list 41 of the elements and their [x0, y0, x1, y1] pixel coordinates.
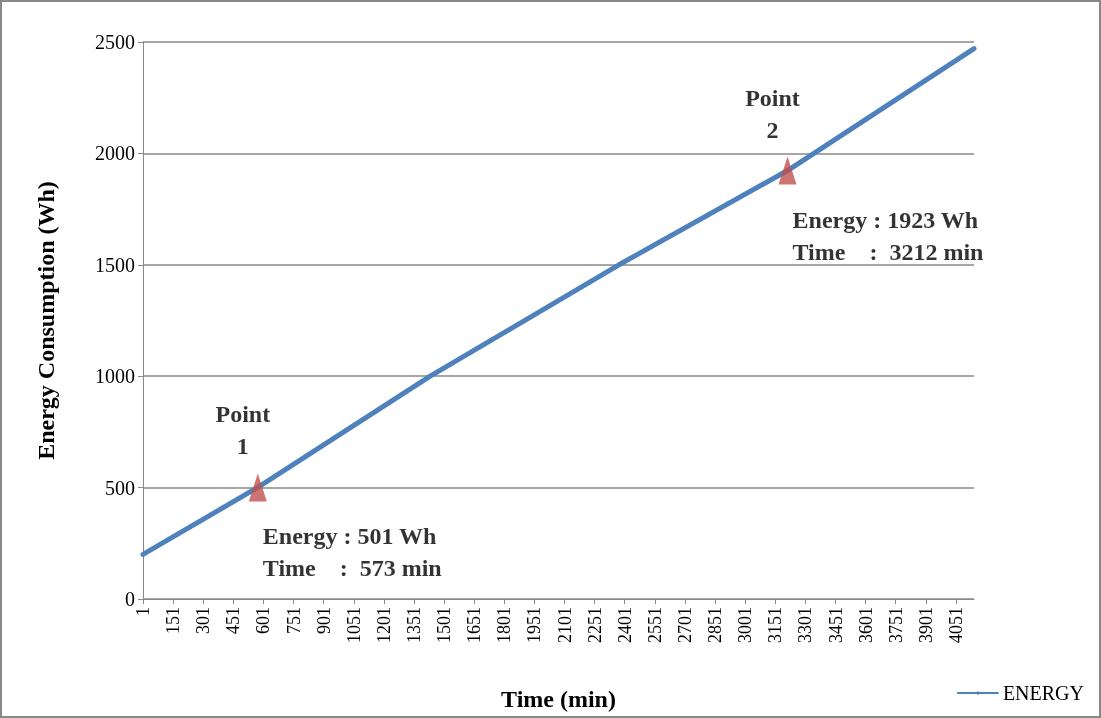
x-tick-label: 751 — [283, 607, 304, 634]
x-tick-label: 3901 — [915, 607, 936, 643]
x-tick-label: 3151 — [765, 607, 786, 643]
x-tick-label: 1801 — [494, 607, 515, 643]
y-axis-title: Energy Consumption (Wh) — [33, 181, 59, 460]
x-tick-label: 1951 — [524, 607, 545, 643]
annotation: Point 2 — [745, 84, 800, 143]
annotation: Energy : 501 Wh Time : 573 min — [262, 523, 442, 582]
x-tick-label: 1501 — [434, 607, 455, 643]
x-tick-label: 1 — [133, 607, 153, 616]
x-tick-label: 451 — [223, 607, 244, 634]
annotation: Energy : 1923 Wh Time : 3212 min — [792, 206, 984, 265]
x-tick-label: 4051 — [945, 607, 966, 643]
x-tick-label: 901 — [313, 607, 334, 634]
x-tick-label: 2101 — [554, 607, 575, 643]
x-tick-label: 301 — [193, 607, 214, 634]
x-tick-label: 3001 — [735, 607, 756, 643]
y-tick-label: 1000 — [95, 365, 135, 388]
x-tick-label: 1351 — [403, 607, 424, 643]
x-tick-label: 2251 — [584, 607, 605, 643]
x-tick-label: 2851 — [705, 607, 726, 643]
x-tick-label: 2701 — [674, 607, 695, 643]
y-tick-label: 500 — [105, 476, 135, 499]
x-tick-label: 3451 — [825, 607, 846, 643]
annotation: Point 1 — [215, 401, 271, 460]
x-tick-label: 3301 — [795, 607, 816, 643]
x-tick-label: 1201 — [373, 607, 394, 643]
x-tick-label: 3601 — [855, 607, 876, 643]
y-tick-label: 1500 — [95, 253, 135, 276]
x-axis-title: Time (min) — [501, 686, 616, 712]
y-tick-label: 0 — [125, 588, 135, 610]
x-tick-label: 1651 — [464, 607, 485, 643]
x-tick-label: 1051 — [343, 607, 364, 643]
x-tick-label: 2401 — [614, 607, 635, 643]
x-tick-label: 3751 — [885, 607, 906, 643]
y-tick-label: 2000 — [95, 142, 135, 165]
legend-label: ENERGY — [1002, 682, 1085, 704]
x-tick-label: 2551 — [644, 607, 665, 643]
y-tick-label: 2500 — [95, 31, 135, 53]
x-tick-label: 151 — [163, 607, 184, 634]
x-tick-label: 601 — [253, 607, 274, 634]
